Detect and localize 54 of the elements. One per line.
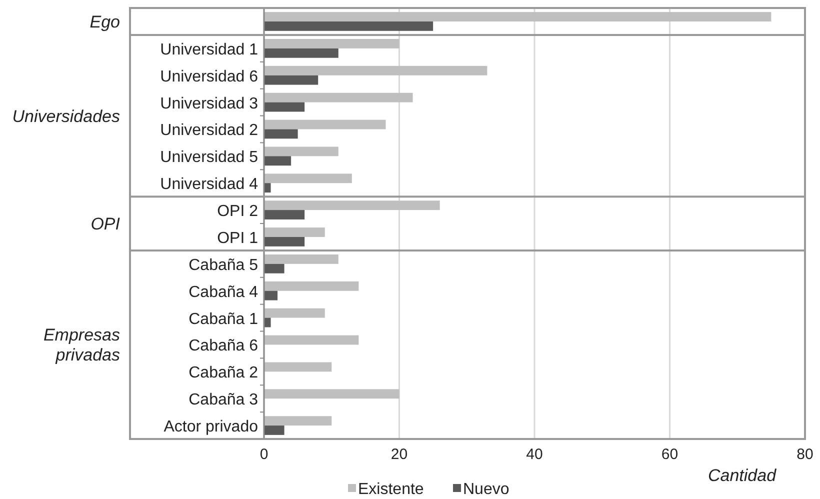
- bar: [264, 210, 305, 220]
- bar: [264, 308, 325, 318]
- bar: [264, 335, 359, 345]
- y-tick-label: Cabaña 6: [188, 338, 258, 355]
- bar: [264, 21, 434, 31]
- bar: [264, 12, 772, 22]
- bar: [264, 426, 284, 435]
- y-tick-label: Actor privado: [164, 418, 258, 436]
- y-tick-label: Cabaña 4: [188, 284, 258, 301]
- bar: [264, 75, 318, 85]
- legend-label: Nuevo: [463, 481, 510, 498]
- bar: [264, 120, 386, 130]
- bar: [264, 102, 305, 112]
- x-tick-label: 80: [796, 446, 814, 463]
- y-tick-label: Cabaña 5: [188, 256, 258, 274]
- bar: [264, 362, 332, 372]
- text: Ego: [90, 12, 120, 32]
- bar: [264, 264, 284, 274]
- y-tick-label: Universidad 5: [160, 149, 258, 166]
- bar: [264, 38, 400, 48]
- y-tick-label: Universidad 4: [160, 176, 258, 194]
- text: OPI: [90, 214, 120, 234]
- bar: [264, 174, 352, 184]
- y-tick-label: Universidad 2: [160, 122, 258, 140]
- x-tick-label: 0: [260, 446, 268, 463]
- bar: [264, 290, 278, 300]
- x-tick-label: 40: [526, 446, 543, 463]
- y-tick-label: OPI 2: [217, 203, 258, 220]
- bar: [264, 236, 305, 246]
- bar: [264, 129, 298, 139]
- legend-label: Existente: [358, 481, 424, 498]
- x-tick-label: 20: [390, 446, 408, 463]
- text: Empresas privadas: [43, 326, 120, 365]
- bar: [264, 146, 338, 156]
- bar: [264, 389, 400, 399]
- bar: [264, 156, 292, 166]
- x-tick-label: 60: [661, 446, 678, 463]
- bar: [264, 281, 359, 291]
- y-tick-label: Universidad 6: [160, 68, 258, 86]
- text: Universidades: [12, 106, 120, 126]
- y-tick-label: Universidad 3: [160, 95, 258, 112]
- bar: [264, 416, 332, 426]
- y-tick-label: Cabaña 3: [188, 392, 258, 409]
- bar: [264, 254, 338, 264]
- y-tick-label: OPI 1: [217, 230, 258, 247]
- bar: [264, 48, 338, 58]
- x-axis-title: Cantidad: [708, 466, 777, 485]
- bar: [264, 66, 488, 76]
- bar: [264, 200, 440, 210]
- y-tick-label: Cabaña 1: [188, 310, 258, 328]
- bar: [264, 228, 325, 237]
- y-tick-label: Universidad 1: [160, 41, 258, 58]
- bar: [264, 92, 413, 102]
- y-tick-label: Cabaña 2: [188, 364, 258, 382]
